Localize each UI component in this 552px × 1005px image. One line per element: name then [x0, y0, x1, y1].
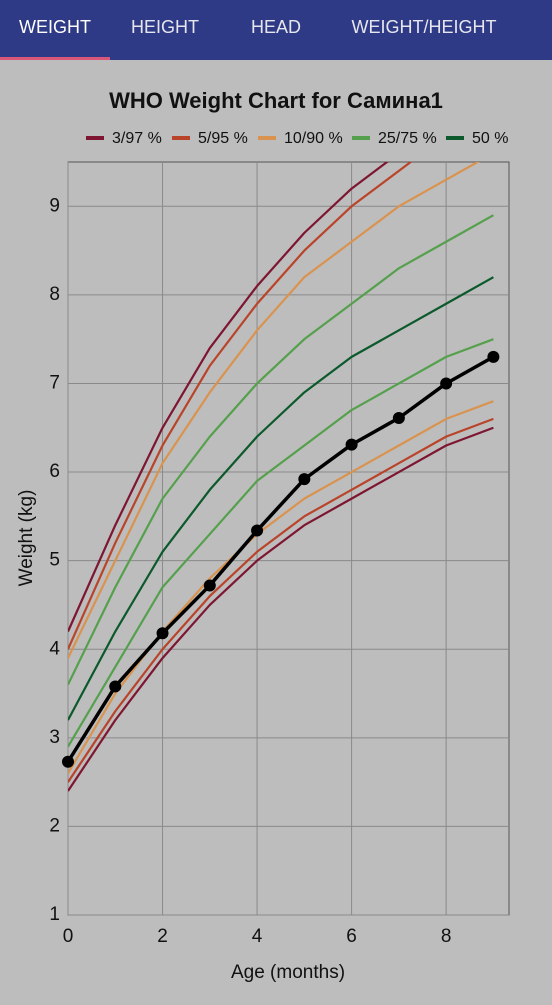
y-tick-label: 1 — [49, 904, 60, 925]
tab[interactable]: WEIGHT/HEIGHT — [352, 17, 497, 37]
x-tick-label: 6 — [346, 926, 357, 947]
child-point — [392, 412, 405, 425]
x-tick-label: 0 — [63, 926, 74, 947]
child-point — [487, 350, 500, 363]
child-point — [440, 377, 453, 390]
percentile-line — [68, 162, 480, 659]
x-axis-label: Age (months) — [231, 962, 345, 983]
y-tick-label: 3 — [49, 727, 60, 748]
child-point — [298, 473, 311, 486]
legend-label: 10/90 % — [284, 130, 343, 147]
child-point — [109, 680, 122, 693]
child-point — [345, 438, 358, 451]
y-tick-label: 6 — [49, 461, 60, 482]
percentile-line — [68, 417, 494, 783]
percentile-line — [68, 338, 494, 748]
chart-title: WHO Weight Chart for Самина1 — [109, 88, 443, 113]
y-tick-label: 4 — [49, 638, 60, 659]
child-point — [62, 755, 74, 768]
plot-area — [67, 161, 510, 916]
y-tick-label: 9 — [49, 195, 60, 216]
percentile-line — [68, 162, 413, 650]
y-tick-label: 8 — [49, 284, 60, 305]
tab-indicator — [0, 57, 110, 60]
tab[interactable]: HEIGHT — [131, 17, 199, 37]
percentile-line — [68, 276, 494, 721]
child-point — [251, 524, 264, 537]
y-axis-label: Weight (kg) — [16, 490, 37, 587]
x-tick-label: 4 — [252, 926, 263, 947]
plot-lines — [68, 162, 495, 792]
child-point — [156, 627, 169, 640]
child-point — [203, 579, 216, 592]
legend-label: 3/97 % — [112, 130, 162, 147]
percentile-line — [68, 214, 494, 686]
tab[interactable]: HEAD — [251, 17, 301, 37]
x-tick-label: 2 — [157, 926, 168, 947]
percentile-line — [68, 162, 389, 632]
tab-bar — [0, 0, 552, 60]
percentile-line — [68, 426, 494, 792]
tab[interactable]: WEIGHT — [19, 17, 91, 37]
legend-label: 25/75 % — [378, 130, 437, 147]
y-tick-label: 5 — [49, 550, 60, 571]
legend-label: 50 % — [472, 130, 508, 147]
legend-label: 5/95 % — [198, 130, 248, 147]
y-tick-label: 7 — [49, 372, 60, 393]
child-line — [68, 355, 495, 763]
y-tick-label: 2 — [49, 815, 60, 836]
x-tick-label: 8 — [441, 926, 452, 947]
percentile-line — [68, 400, 494, 774]
